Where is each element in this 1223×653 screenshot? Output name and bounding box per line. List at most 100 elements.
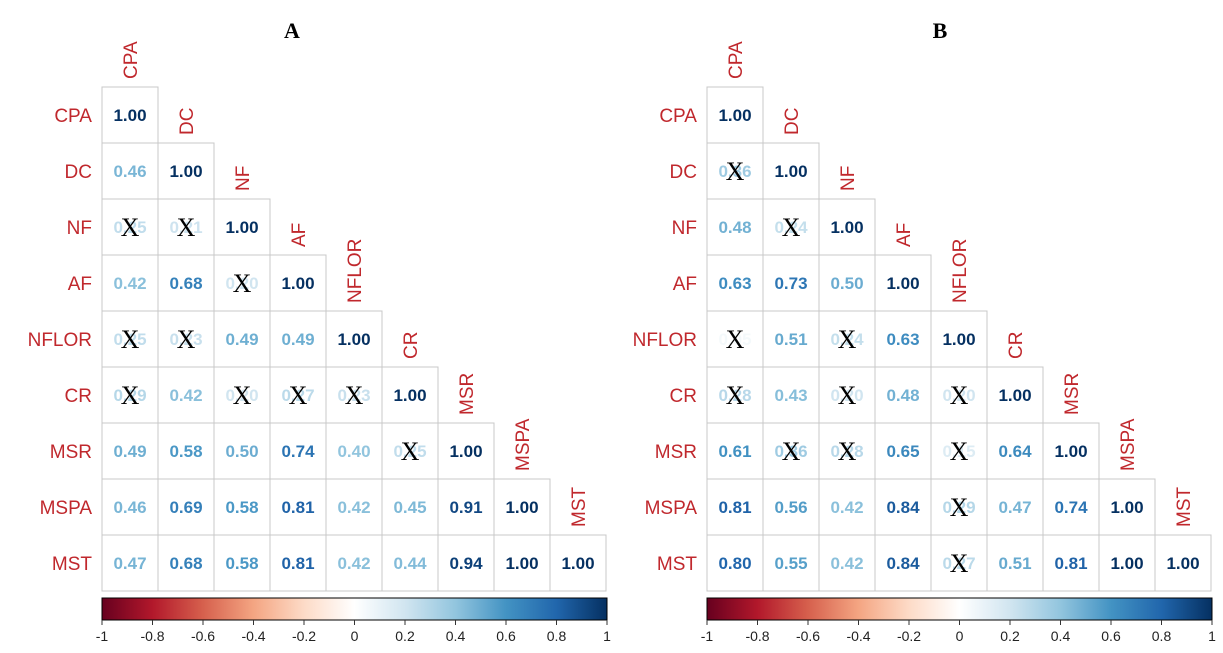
- colorbar-tick-label: -0.8: [140, 628, 164, 644]
- cell-value: 1.00: [1166, 554, 1199, 573]
- cell-value: 1.00: [169, 162, 202, 181]
- matrix-cell: [818, 422, 876, 480]
- column-label: MSR: [1062, 373, 1083, 415]
- cell-value: 0.42: [169, 386, 202, 405]
- nonsignificant-marker: X: [289, 381, 308, 410]
- cell-value: 0.50: [225, 442, 258, 461]
- colorbar-tick-label: 0.2: [1000, 628, 1020, 644]
- cell-value: 0.20: [942, 386, 975, 405]
- cell-value: 0.15: [942, 442, 975, 461]
- column-label: MSR: [457, 373, 478, 415]
- matrix-cell: [706, 422, 764, 480]
- matrix-cell: [930, 534, 988, 592]
- row-label: NF: [67, 218, 92, 239]
- row-label: MST: [657, 554, 698, 575]
- cell-value: 0.81: [281, 498, 314, 517]
- matrix-cell: [269, 366, 327, 424]
- matrix-cell: [213, 478, 271, 536]
- row-label: AF: [673, 274, 697, 295]
- matrix-cell: [818, 198, 876, 256]
- cell-value: 0.58: [225, 498, 258, 517]
- cell-value: 0.74: [1054, 498, 1088, 517]
- cell-value: 0.29: [942, 498, 975, 517]
- row-label: DC: [670, 162, 697, 183]
- matrix-cell: [930, 310, 988, 368]
- cell-value: 0.42: [830, 498, 863, 517]
- cell-value: 1.00: [113, 106, 146, 125]
- cell-value: 0.81: [1054, 554, 1087, 573]
- matrix-cell: [269, 254, 327, 312]
- colorbar-tick-label: 0.4: [446, 628, 466, 644]
- row-label: CPA: [659, 106, 697, 127]
- cell-value: 0.20: [225, 386, 258, 405]
- matrix-cell: [762, 422, 820, 480]
- column-label: MST: [1174, 487, 1195, 528]
- nonsignificant-marker: X: [121, 213, 140, 242]
- cell-value: 0.69: [169, 498, 202, 517]
- cell-value: 1.00: [561, 554, 594, 573]
- cell-value: 0.20: [830, 386, 863, 405]
- cell-value: 1.00: [225, 218, 258, 237]
- colorbar-tick-label: 0.6: [496, 628, 516, 644]
- column-label: CR: [401, 332, 422, 359]
- nonsignificant-marker: X: [838, 325, 857, 354]
- cell-value: 0.68: [169, 554, 202, 573]
- nonsignificant-marker: X: [950, 381, 969, 410]
- colorbar-tick-label: -0.6: [796, 628, 820, 644]
- cell-value: 0.21: [169, 218, 202, 237]
- cell-value: 0.58: [225, 554, 258, 573]
- cell-value: 0.24: [774, 218, 808, 237]
- column-label: NFLOR: [345, 239, 366, 303]
- cell-value: 0.47: [998, 498, 1031, 517]
- row-label: MSPA: [645, 498, 698, 519]
- matrix-cell: [818, 254, 876, 312]
- cell-value: 0.84: [886, 554, 920, 573]
- matrix-cell: [437, 534, 495, 592]
- cell-value: 0.25: [113, 330, 146, 349]
- row-label: NF: [672, 218, 697, 239]
- matrix-cell: [157, 142, 215, 200]
- cell-value: 1.00: [281, 274, 314, 293]
- colorbar-tick-label: 0.2: [395, 628, 415, 644]
- nonsignificant-marker: X: [121, 325, 140, 354]
- matrix-cell: [157, 478, 215, 536]
- matrix-cell: [213, 534, 271, 592]
- cell-value: 0.81: [281, 554, 314, 573]
- colorbar-tick-label: -0.6: [191, 628, 215, 644]
- cell-value: 0.50: [830, 274, 863, 293]
- cell-value: 0.58: [169, 442, 202, 461]
- cell-value: 0.84: [886, 498, 920, 517]
- row-label: MST: [52, 554, 93, 575]
- matrix-cell: [930, 366, 988, 424]
- cell-value: 1.00: [449, 442, 482, 461]
- cell-value: 0.63: [718, 274, 751, 293]
- matrix-cell: [706, 198, 764, 256]
- cell-value: 0.44: [393, 554, 427, 573]
- cell-value: 1.00: [830, 218, 863, 237]
- matrix-cell: [101, 310, 159, 368]
- nonsignificant-marker: X: [950, 437, 969, 466]
- cell-value: 0.40: [337, 442, 370, 461]
- cell-value: 0.63: [886, 330, 919, 349]
- cell-value: 0.49: [281, 330, 314, 349]
- nonsignificant-marker: X: [838, 381, 857, 410]
- cell-value: 1.00: [505, 498, 538, 517]
- cell-value: 1.00: [718, 106, 751, 125]
- row-label: NFLOR: [28, 330, 92, 351]
- matrix-cell: [874, 534, 932, 592]
- nonsignificant-marker: X: [782, 213, 801, 242]
- colorbar-tick-label: -1: [701, 628, 714, 644]
- cell-value: 0.36: [774, 442, 807, 461]
- column-label: NF: [233, 166, 254, 191]
- cell-value: 0.42: [337, 498, 370, 517]
- cell-value: 0.23: [337, 386, 370, 405]
- matrix-cell: [1042, 534, 1100, 592]
- cell-value: 0.36: [718, 162, 751, 181]
- nonsignificant-marker: X: [345, 381, 364, 410]
- colorbar-tick-label: -0.4: [241, 628, 265, 644]
- cell-value: 0.28: [718, 386, 751, 405]
- nonsignificant-marker: X: [121, 381, 140, 410]
- correlation-panel-a: A1.000.46 1.000.25X 0.21X 1.000.42 0.68 0.20X…: [28, 18, 612, 644]
- matrix-cell: [325, 310, 383, 368]
